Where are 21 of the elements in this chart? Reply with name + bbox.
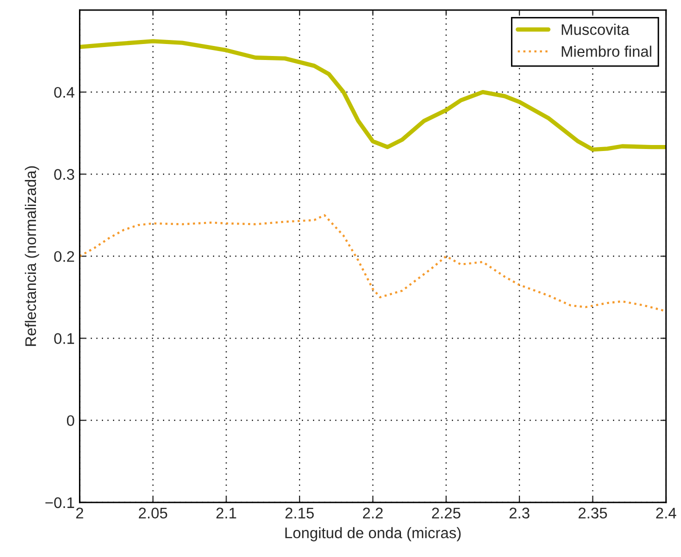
y-tick-label: 0.4 [54,86,74,98]
x-tick-label: 2.2 [363,508,383,518]
y-tick-label: 0.3 [54,169,74,180]
y-tick-label: 0 [66,415,74,426]
x-tick-label: 2.4 [656,508,676,518]
legend-label: Miembro final [562,46,652,57]
x-tick-label: 2.3 [510,508,530,518]
x-tick-label: 2.35 [578,508,607,518]
x-axis-title: Longitud de onda (micras) [285,527,461,542]
x-tick-label: 2 [76,508,84,518]
x-tick-label: 2.15 [285,508,314,518]
y-tick-label: −0.1 [45,497,74,508]
x-tick-label: 2.05 [138,508,168,518]
x-tick-label: 2.1 [216,508,236,518]
line-series [80,39,666,152]
line-series [80,214,666,312]
y-axis-title: Reflectancia (normalizada) [24,166,40,346]
y-tick-label: 0.2 [54,251,74,262]
x-tick-label: 2.25 [432,508,460,518]
legend-label: Muscovita [562,24,630,35]
y-tick-label: 0.1 [54,333,74,344]
